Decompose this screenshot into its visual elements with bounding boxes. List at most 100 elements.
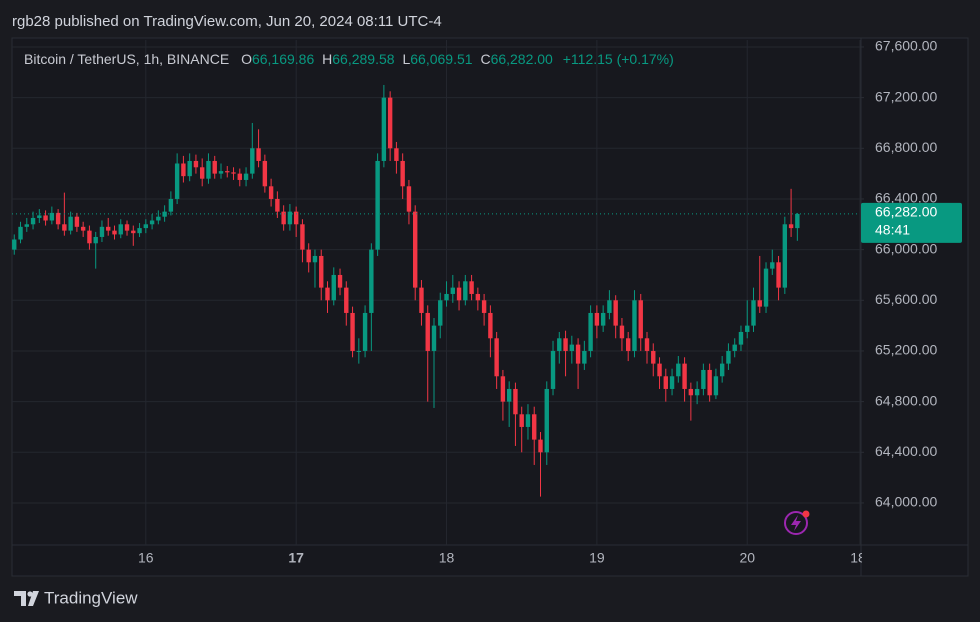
footer: TradingView xyxy=(44,588,138,607)
candle-body xyxy=(356,350,362,352)
candle-body xyxy=(193,160,199,168)
y-tick-label: 66,800.00 xyxy=(875,139,937,155)
candle-body xyxy=(663,376,668,389)
candle-body xyxy=(438,300,443,326)
candle-body xyxy=(237,173,242,180)
candle-body xyxy=(131,230,136,234)
candle-body xyxy=(751,300,756,326)
candle-body xyxy=(413,211,418,288)
candle-body xyxy=(406,186,412,212)
candle-body xyxy=(713,376,719,396)
candle-body xyxy=(582,350,587,364)
candle-body xyxy=(569,344,575,351)
ohlc-letter: O xyxy=(241,51,252,67)
candle-body xyxy=(776,262,781,288)
candle-body xyxy=(456,287,462,301)
candle-body xyxy=(500,376,506,402)
candle-body xyxy=(450,287,455,294)
candle-body xyxy=(669,376,675,389)
candle-body xyxy=(557,338,562,351)
candle-body xyxy=(600,312,606,326)
candle-body xyxy=(268,186,274,199)
y-tick-label: 67,600.00 xyxy=(875,38,937,54)
candle-body xyxy=(770,262,775,269)
candle-body xyxy=(676,363,681,377)
candle-body xyxy=(732,344,737,351)
candle-body xyxy=(738,331,744,345)
ohlc-letter: H xyxy=(322,51,332,67)
candle-body xyxy=(400,160,405,187)
candle-body xyxy=(519,414,524,427)
candle-body xyxy=(118,224,123,235)
candle-body xyxy=(137,228,142,234)
candle-body xyxy=(795,213,800,229)
x-tick-label: 17 xyxy=(288,550,304,566)
ohlc-value: 66,289.58 xyxy=(332,51,394,67)
candle-body xyxy=(24,224,29,227)
candle-body xyxy=(350,312,355,351)
y-tick-label: 66,000.00 xyxy=(875,240,937,256)
candle-body xyxy=(688,388,694,396)
candle-body xyxy=(344,287,349,313)
candle-body xyxy=(701,369,706,389)
y-tick-label: 64,400.00 xyxy=(875,443,937,459)
candle-body xyxy=(250,148,255,174)
y-tick-label: 66,400.00 xyxy=(875,190,937,206)
candle-body xyxy=(181,163,186,177)
candle-body xyxy=(469,281,474,294)
candle-body xyxy=(494,338,499,377)
candle-body xyxy=(513,388,518,415)
candle-body xyxy=(682,363,687,389)
candle-body xyxy=(613,300,618,326)
candle-body xyxy=(625,338,631,351)
candle-body xyxy=(644,338,650,351)
change: +112.15 (+0.17%) xyxy=(563,51,674,67)
candle-body xyxy=(124,224,130,231)
symbol: Bitcoin / TetherUS, 1h, BINANCE xyxy=(24,51,229,67)
ohlc-value: 66,069.51 xyxy=(410,51,472,67)
y-tick-label: 64,800.00 xyxy=(875,392,937,408)
x-tick-label: 18 xyxy=(439,550,455,566)
y-tick-label: 65,600.00 xyxy=(875,291,937,307)
x-tick-label: 16 xyxy=(138,550,154,566)
candle-body xyxy=(143,224,149,229)
candle-body xyxy=(306,249,311,263)
candle-body xyxy=(300,224,305,250)
candle-body xyxy=(362,312,368,351)
candle-body xyxy=(575,344,581,364)
candle-body xyxy=(550,350,556,389)
x-tick-label: 20 xyxy=(739,550,755,566)
candle-body xyxy=(381,97,387,161)
y-tick-label: 64,000.00 xyxy=(875,494,937,510)
candle-body xyxy=(112,230,117,235)
candle-body xyxy=(262,160,268,187)
ohlc-letter: L xyxy=(402,51,410,67)
candle-body xyxy=(757,300,762,307)
ohlc-letter: C xyxy=(480,51,490,67)
candle-body xyxy=(607,300,612,313)
candle-body xyxy=(707,369,712,396)
candle-body xyxy=(199,167,205,179)
candle-body xyxy=(588,312,593,351)
candle-body xyxy=(694,388,700,396)
candle-body xyxy=(93,236,98,244)
x-tick-label: 18: xyxy=(850,550,869,566)
candle-body xyxy=(206,160,211,179)
candle-body xyxy=(168,198,174,212)
candle-body xyxy=(619,325,625,339)
candle-body xyxy=(18,226,23,240)
candle-body xyxy=(331,274,336,301)
ohlc-value: 66,282.00 xyxy=(491,51,553,67)
candle-body xyxy=(319,255,324,288)
candle-body xyxy=(87,230,92,244)
x-axis: 16 17 18 19 20 18: xyxy=(138,550,869,566)
candle-body xyxy=(463,281,468,301)
candle-body xyxy=(106,226,111,231)
candle-body xyxy=(243,173,249,180)
x-tick-label: 19 xyxy=(589,550,605,566)
candle-body xyxy=(74,216,80,227)
candle-body xyxy=(49,212,55,221)
candle-body xyxy=(375,160,380,250)
